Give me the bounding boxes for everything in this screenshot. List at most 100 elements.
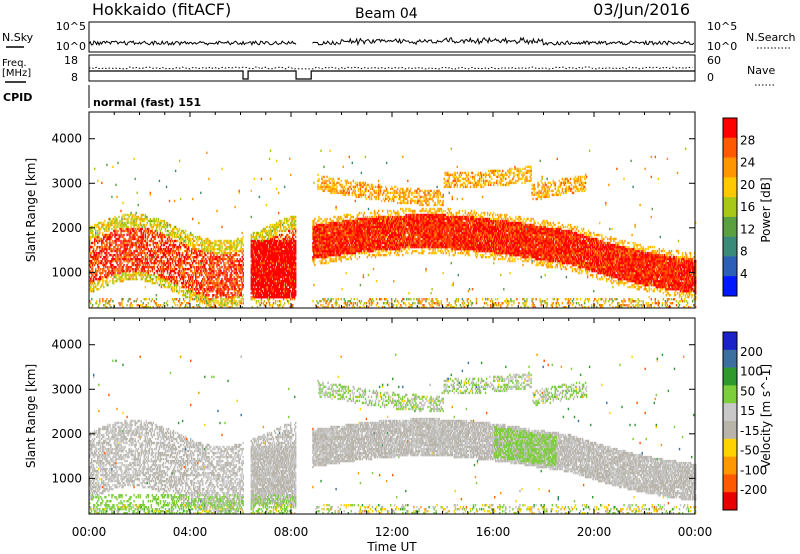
echo-cell <box>172 243 175 247</box>
echo-cell <box>216 290 218 293</box>
echo-cell <box>169 233 172 237</box>
echo-cell <box>253 277 256 281</box>
echo-cell <box>97 288 99 291</box>
echo-cell <box>157 247 160 251</box>
echo-cell <box>283 239 286 243</box>
echo-cell <box>161 275 164 279</box>
echo-cell <box>257 269 260 273</box>
echo-cell <box>94 243 96 247</box>
echo-cell <box>203 263 205 267</box>
echo-cell <box>262 292 265 295</box>
echo-cell <box>252 251 255 255</box>
echo-cell <box>238 290 240 293</box>
echo-cell <box>276 304 279 307</box>
echo-cell <box>155 243 158 247</box>
echo-cell <box>126 229 128 233</box>
echo-cell <box>118 269 120 273</box>
echo-cell <box>268 241 271 245</box>
echo-cell <box>281 241 284 245</box>
echo-cell <box>123 229 125 233</box>
echo-cell <box>164 249 167 253</box>
echo-cell <box>203 298 205 301</box>
echo-cell <box>191 263 193 267</box>
echo-cell <box>98 251 100 255</box>
echo-cell <box>185 255 187 259</box>
echo-cell <box>253 235 256 239</box>
echo-cell <box>149 217 152 221</box>
echo-cell <box>213 261 215 265</box>
echo-cell <box>257 279 260 283</box>
echo-cell <box>253 247 256 251</box>
echo-cell <box>237 296 239 299</box>
echo-cell <box>186 261 188 265</box>
echo-cell <box>152 239 155 243</box>
echo-cell <box>123 269 125 273</box>
echo-cell <box>251 251 254 255</box>
echo-cell <box>181 267 184 271</box>
echo-cell <box>94 239 96 243</box>
echo-cell <box>146 269 149 273</box>
echo-cell <box>108 225 110 229</box>
echo-cell <box>188 253 190 257</box>
echo-cell <box>107 241 109 245</box>
echo-cell <box>234 285 236 289</box>
echo-cell <box>125 275 127 279</box>
echo-cell <box>273 263 276 267</box>
echo-cell <box>122 265 124 269</box>
echo-cell <box>127 251 129 255</box>
echo-cell <box>188 239 190 243</box>
echo-cell <box>148 227 151 231</box>
echo-cell <box>276 263 279 267</box>
echo-cell <box>134 259 136 263</box>
echo-cell <box>163 275 166 279</box>
echo-cell <box>197 306 199 309</box>
echo-cell <box>213 285 215 289</box>
echo-cell <box>122 213 124 217</box>
echo-cell <box>159 219 162 223</box>
echo-cell <box>175 290 178 293</box>
echo-cell <box>278 263 281 267</box>
echo-cell <box>264 249 267 253</box>
echo-cell <box>222 259 224 263</box>
echo-cell <box>205 294 207 297</box>
echo-cell <box>251 249 254 253</box>
echo-cell <box>128 273 130 277</box>
echo-cell <box>132 241 134 245</box>
echo-cell <box>104 233 106 237</box>
echo-cell <box>105 233 107 237</box>
echo-cell <box>192 247 194 251</box>
echo-cell <box>181 253 184 257</box>
echo-cell <box>139 221 141 225</box>
echo-cell <box>169 239 172 243</box>
echo-cell <box>212 296 214 299</box>
echo-cell <box>162 277 165 281</box>
echo-cell <box>239 300 241 303</box>
echo-cell <box>142 265 144 269</box>
echo-cell <box>163 233 166 237</box>
echo-cell <box>281 249 284 253</box>
echo-cell <box>270 261 273 265</box>
echo-cell <box>129 249 131 253</box>
echo-cell <box>174 231 177 235</box>
echo-cell <box>95 255 97 259</box>
echo-cell <box>217 302 219 305</box>
echo-cell <box>235 273 237 277</box>
echo-cell <box>233 298 235 301</box>
echo-cell <box>103 235 105 239</box>
echo-cell <box>193 235 195 239</box>
echo-cell <box>143 251 145 255</box>
echo-cell <box>162 255 165 259</box>
echo-cell <box>117 255 119 259</box>
echo-cell <box>155 277 158 281</box>
echo-cell <box>250 283 253 287</box>
echo-cell <box>135 247 137 251</box>
echo-cell <box>270 296 273 299</box>
echo-cell <box>274 227 277 231</box>
echo-cell <box>163 263 166 267</box>
echo-cell <box>251 265 254 269</box>
echo-cell <box>252 296 255 299</box>
echo-cell <box>206 151 208 154</box>
echo-cell <box>271 290 274 293</box>
echo-cell <box>230 283 232 287</box>
echo-cell <box>200 191 202 195</box>
